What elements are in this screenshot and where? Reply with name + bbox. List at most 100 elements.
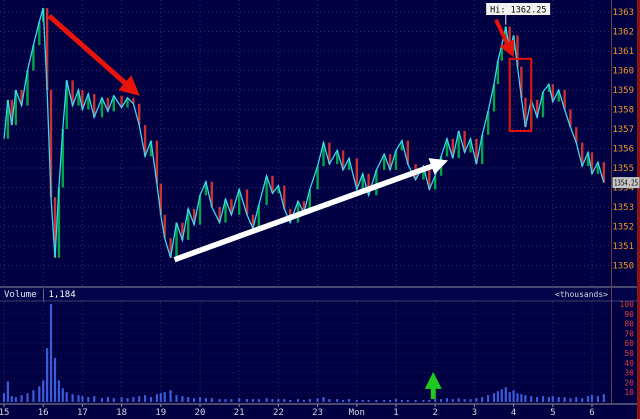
volume-bar <box>440 399 443 402</box>
price-bar <box>302 201 306 213</box>
price-axis-label: 1362 <box>612 28 634 38</box>
volume-axis-label: 30 <box>624 369 634 378</box>
price-bar <box>71 80 74 106</box>
volume-bar <box>38 386 41 402</box>
volume-bar <box>457 398 460 402</box>
volume-bar <box>336 399 339 402</box>
price-bar <box>245 189 249 215</box>
volume-bar <box>587 396 590 402</box>
price-bar <box>138 103 141 126</box>
volume-bar <box>198 397 202 402</box>
time-axis-label: 3 <box>472 408 477 418</box>
price-bar <box>428 166 431 190</box>
volume-bar <box>257 399 260 402</box>
price-bar <box>20 90 23 106</box>
red-arrow-1 <box>47 14 140 96</box>
volume-bar <box>87 397 90 402</box>
price-bar <box>143 125 147 157</box>
volume-bar <box>169 390 172 402</box>
price-bar <box>175 222 178 258</box>
volume-bar <box>132 397 135 402</box>
price-bar <box>481 134 484 165</box>
price-bar <box>283 185 286 209</box>
volume-bar <box>496 391 499 402</box>
price-bar <box>65 80 68 130</box>
price-bar <box>383 154 386 170</box>
volume-bar <box>71 394 74 402</box>
price-bar <box>265 175 268 206</box>
volume-bar <box>77 395 80 402</box>
price-bar <box>271 175 274 194</box>
price-bar <box>57 187 61 258</box>
volume-bar <box>389 400 392 402</box>
price-bar <box>367 173 370 196</box>
time-axis-label: 19 <box>155 408 166 418</box>
price-bar <box>563 90 566 110</box>
price-bar <box>210 181 213 207</box>
price-bar <box>204 181 208 196</box>
time-axis-label: 23 <box>312 408 323 418</box>
volume-bar <box>355 400 358 402</box>
price-bar <box>77 90 80 106</box>
price-bar <box>336 150 339 165</box>
price-bar <box>602 162 605 183</box>
price-bar <box>132 97 135 104</box>
volume-bar <box>106 397 109 402</box>
volume-bar <box>14 397 17 402</box>
time-axis-label: Mon <box>349 408 365 418</box>
price-axis-label: 1352 <box>612 223 634 233</box>
volume-bar <box>520 394 523 402</box>
time-axis-label: 4 <box>511 408 516 418</box>
price-bar <box>569 109 572 128</box>
volume-series <box>2 304 605 402</box>
volume-bar <box>61 388 64 402</box>
grid <box>0 0 611 402</box>
time-axis-label: 16 <box>38 408 49 418</box>
volume-axis-label: 50 <box>624 349 634 358</box>
price-bar <box>590 152 594 174</box>
volume-bar <box>120 397 123 402</box>
price-series <box>3 7 605 258</box>
volume-bar <box>422 400 425 402</box>
volume-header-strip <box>0 288 637 301</box>
time-axis-label: 20 <box>195 408 206 418</box>
volume-bar <box>530 396 533 402</box>
price-bar <box>388 154 392 170</box>
price-bar <box>551 84 554 102</box>
time-axis-label: 21 <box>234 408 245 418</box>
price-axis-label: 1351 <box>612 242 634 252</box>
price-bar <box>341 150 345 170</box>
price-bar <box>516 35 519 67</box>
volume-bar <box>204 398 207 402</box>
price-bar <box>149 140 153 157</box>
volume-bar <box>328 399 331 402</box>
volume-bar <box>551 396 554 402</box>
price-bar <box>445 138 449 157</box>
volume-bar <box>181 396 184 402</box>
price-bar <box>198 195 202 225</box>
white-trend-arrow <box>173 158 449 263</box>
volume-bar <box>367 400 370 402</box>
volume-bar <box>547 397 550 402</box>
volume-bar <box>434 399 437 402</box>
volume-bar <box>283 399 286 402</box>
price-bar <box>120 95 123 108</box>
time-axis-label: 2 <box>432 408 437 418</box>
price-bar <box>32 45 35 71</box>
volume-bar <box>251 399 254 402</box>
price-bar <box>159 183 162 215</box>
volume-bar <box>302 400 305 402</box>
volume-bar <box>193 398 196 402</box>
volume-bar <box>428 400 431 402</box>
volume-bar <box>451 399 454 402</box>
price-axis-label: 1363 <box>612 8 634 18</box>
volume-axis-label: 80 <box>624 320 634 329</box>
price-bar <box>394 150 398 170</box>
volume-bar <box>557 397 560 402</box>
volume-bar <box>575 397 578 402</box>
price-axis-label: 1356 <box>612 145 634 155</box>
price-bar <box>187 208 190 241</box>
volume-bar <box>596 396 599 402</box>
price-axis-label: 1361 <box>612 47 634 57</box>
